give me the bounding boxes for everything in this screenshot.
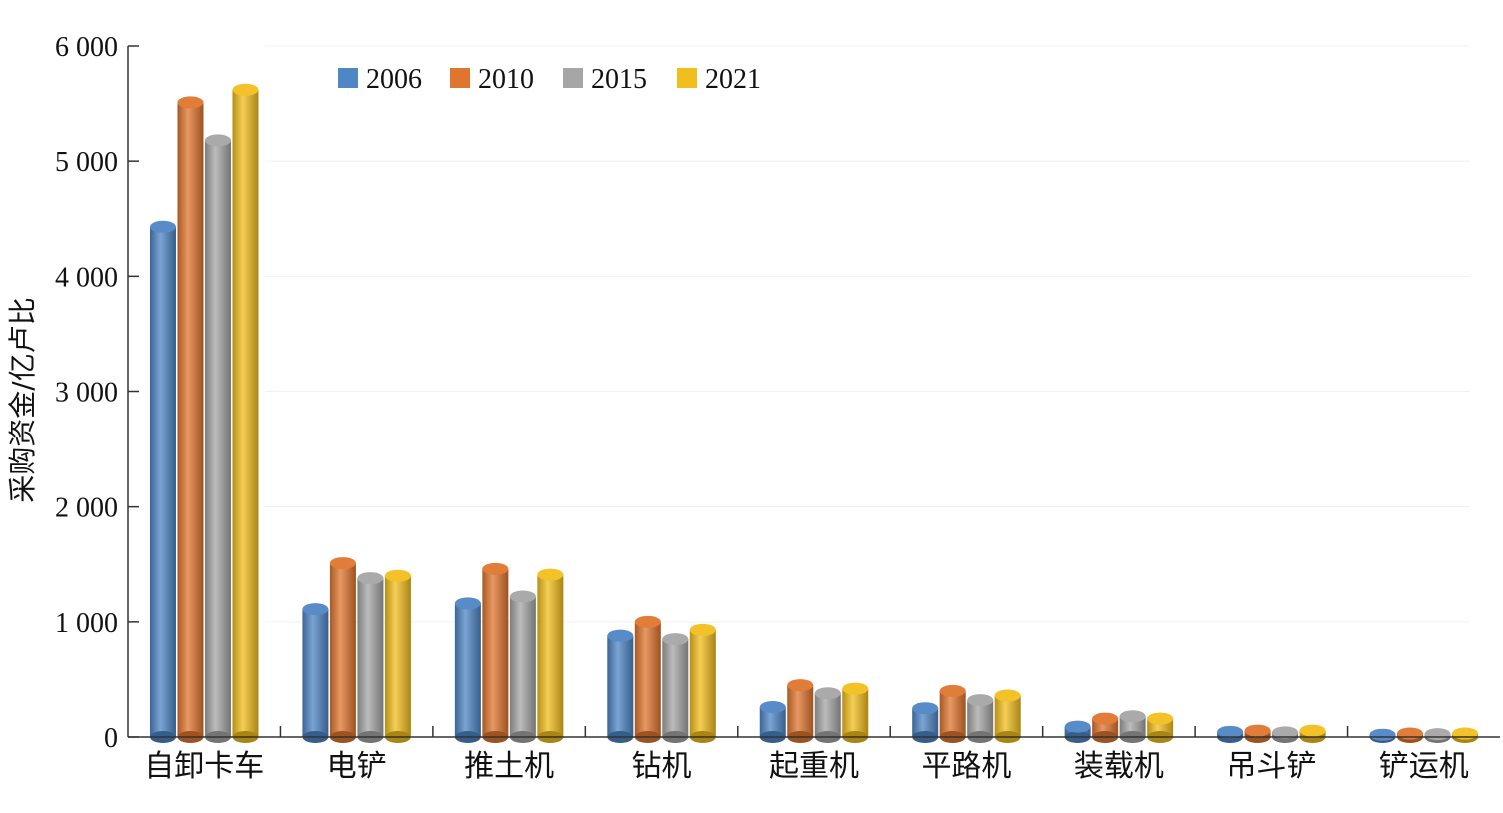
y-tick-label: 6 000 xyxy=(55,32,118,63)
bar xyxy=(357,572,384,743)
bar xyxy=(1272,726,1299,743)
legend-swatch xyxy=(338,68,358,88)
bar xyxy=(1147,712,1174,743)
bar xyxy=(662,633,689,743)
bar xyxy=(177,96,204,743)
legend-label: 2010 xyxy=(478,64,534,95)
bar xyxy=(607,629,634,743)
bar xyxy=(689,623,716,743)
bar xyxy=(384,569,411,743)
legend-item: 2006 xyxy=(338,64,422,95)
x-tick-label: 自卸卡车 xyxy=(144,749,264,784)
legend-label: 2015 xyxy=(591,64,647,95)
bar xyxy=(912,702,939,743)
x-tick-label: 平路机 xyxy=(921,749,1011,784)
x-tick-label: 电铲 xyxy=(327,749,387,784)
x-tick-label: 铲运机 xyxy=(1379,749,1469,784)
bar xyxy=(509,590,536,743)
bar xyxy=(787,679,814,743)
bar xyxy=(1397,727,1424,743)
bar xyxy=(1244,724,1271,743)
x-tick-label: 钻机 xyxy=(632,749,692,784)
y-tick-label: 4 000 xyxy=(55,262,118,293)
bars-layer xyxy=(149,83,1479,743)
bar xyxy=(759,701,786,743)
bar xyxy=(634,615,661,743)
bar xyxy=(329,557,356,743)
y-axis-label: 采购资金/亿卢比 xyxy=(6,297,39,502)
legend-item: 2010 xyxy=(450,64,534,95)
bar xyxy=(1064,720,1091,743)
bar xyxy=(302,603,329,743)
y-tick-label: 5 000 xyxy=(55,147,118,178)
bar xyxy=(537,568,564,743)
bar xyxy=(814,687,841,743)
y-tick-label: 0 xyxy=(104,723,118,754)
bar xyxy=(967,694,994,743)
bar xyxy=(842,682,869,743)
bar xyxy=(994,689,1021,743)
legend-swatch xyxy=(563,68,583,88)
bar xyxy=(1092,712,1119,743)
bar xyxy=(1424,728,1451,743)
bar xyxy=(1452,727,1479,743)
legend-swatch xyxy=(677,68,697,88)
x-tick-label: 装载机 xyxy=(1074,749,1164,784)
bar xyxy=(232,83,259,743)
y-tick-label: 1 000 xyxy=(55,608,118,639)
bar xyxy=(482,562,509,743)
bar xyxy=(149,220,176,743)
x-tick-label: 推土机 xyxy=(464,749,554,784)
bar xyxy=(1119,710,1146,743)
y-tick-label: 2 000 xyxy=(55,493,118,524)
legend-swatch xyxy=(450,68,470,88)
axes-layer: 0 1 000 2 000 3 000 4 000 5 000 6 000 自卸卡车 电铲 推土机… xyxy=(55,32,1500,784)
x-tick-label: 起重机 xyxy=(769,749,859,784)
bar xyxy=(1217,725,1244,743)
bar xyxy=(1299,724,1326,743)
legend-item: 2021 xyxy=(677,64,761,95)
legend-label: 2006 xyxy=(366,64,422,95)
legend-label: 2021 xyxy=(705,64,761,95)
x-tick-label: 吊斗铲 xyxy=(1226,749,1316,784)
legend-item: 2015 xyxy=(563,64,647,95)
y-tick-label: 3 000 xyxy=(55,378,118,409)
bar xyxy=(204,134,231,743)
grid-layer xyxy=(265,45,1470,623)
bar xyxy=(454,597,481,743)
bar xyxy=(1369,728,1396,743)
legend: 2006 2010 2015 2021 xyxy=(338,64,761,95)
bar xyxy=(939,684,966,743)
